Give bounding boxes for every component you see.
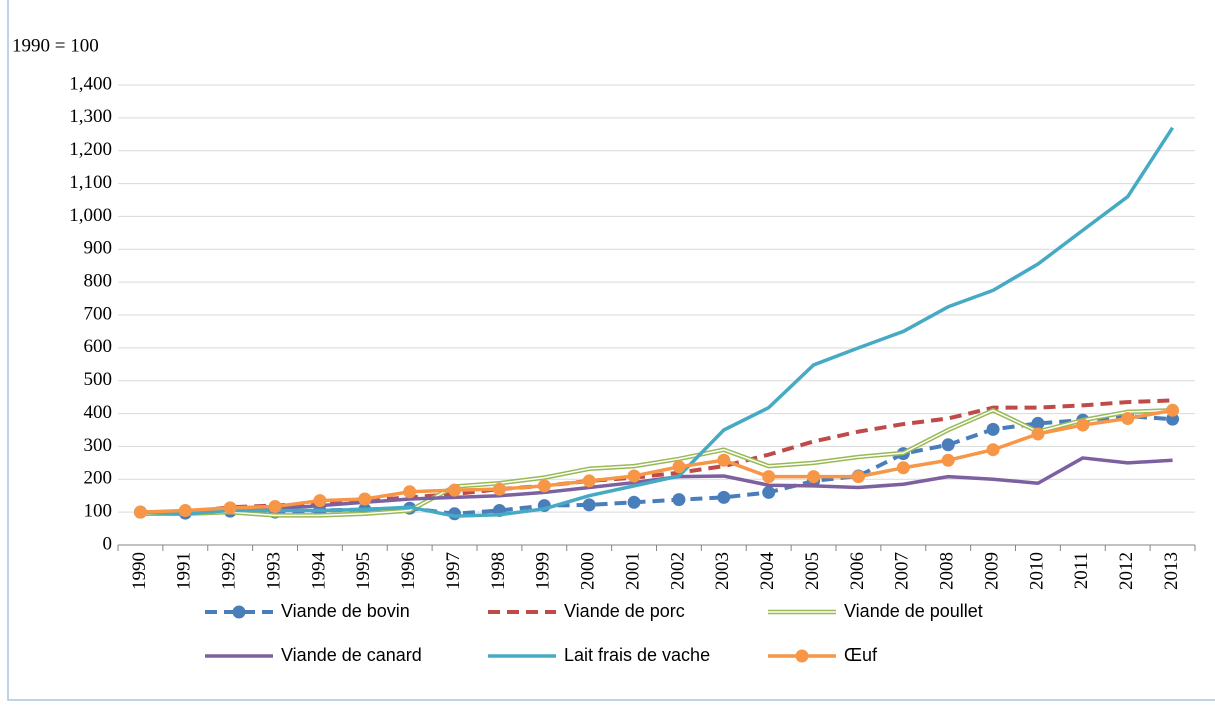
series-marker — [1031, 416, 1045, 430]
y-tick-label: 1,400 — [69, 73, 112, 94]
series-marker — [492, 482, 506, 496]
series-marker — [1076, 418, 1090, 432]
series-marker — [672, 460, 686, 474]
series-marker — [358, 492, 372, 506]
series-marker — [986, 443, 1000, 457]
series-marker — [582, 474, 596, 488]
x-tick-label: 1995 — [353, 552, 374, 590]
y-tick-label: 1,000 — [69, 205, 112, 226]
series-marker — [537, 479, 551, 493]
x-tick-label: 1996 — [398, 552, 419, 590]
x-tick-label: 2000 — [578, 552, 599, 590]
series-marker — [1166, 403, 1180, 417]
x-tick-label: 2008 — [937, 552, 958, 590]
x-tick-label: 2009 — [981, 552, 1002, 590]
series-line — [140, 414, 1173, 516]
y-tick-label: 600 — [84, 336, 113, 357]
x-tick-label: 2010 — [1026, 552, 1047, 590]
legend-label: Viande de porc — [564, 601, 685, 621]
x-tick-label: 2005 — [802, 552, 823, 590]
series-marker — [717, 490, 731, 504]
series-marker — [762, 470, 776, 484]
y-tick-label: 900 — [84, 238, 113, 259]
x-tick-label: 2011 — [1071, 552, 1092, 589]
y-tick-label: 1,200 — [69, 139, 112, 160]
series-line-inner — [140, 409, 1173, 517]
y-tick-label: 800 — [84, 271, 113, 292]
series-marker — [807, 470, 821, 484]
x-tick-label: 2013 — [1161, 552, 1182, 590]
x-tick-label: 2001 — [622, 552, 643, 590]
y-axis-label: 1990 = 100 — [12, 35, 99, 56]
x-tick-label: 2007 — [892, 552, 913, 590]
series-marker — [403, 485, 417, 499]
y-tick-label: 700 — [84, 303, 113, 324]
y-tick-label: 1,100 — [69, 172, 112, 193]
y-tick-label: 200 — [84, 468, 113, 489]
series-marker — [941, 438, 955, 452]
x-tick-label: 1990 — [129, 552, 150, 590]
series-marker — [582, 498, 596, 512]
y-tick-label: 300 — [84, 435, 113, 456]
series-marker — [268, 500, 282, 514]
x-tick-label: 2002 — [667, 552, 688, 590]
legend-label: Viande de bovin — [281, 601, 410, 621]
legend-label: Viande de poullet — [844, 601, 983, 621]
series-line — [140, 126, 1175, 518]
x-tick-label: 1997 — [443, 552, 464, 590]
series-marker — [986, 422, 1000, 436]
legend-marker — [232, 605, 246, 619]
series-line — [140, 398, 1173, 515]
series-marker — [223, 501, 237, 515]
series-marker — [851, 470, 865, 484]
x-tick-label: 1993 — [263, 552, 284, 590]
series-marker — [896, 461, 910, 475]
legend-label: Viande de canard — [281, 645, 422, 665]
legend-marker — [795, 649, 809, 663]
series-marker — [717, 453, 731, 467]
series-marker — [1121, 412, 1135, 425]
series-line — [140, 408, 1173, 514]
y-tick-label: 1,300 — [69, 106, 112, 127]
series-marker — [313, 494, 327, 508]
x-tick-label: 2006 — [847, 552, 868, 590]
x-tick-label: 2012 — [1116, 552, 1137, 590]
series-marker — [133, 505, 147, 519]
legend-label: Œuf — [844, 645, 878, 665]
x-tick-label: 1994 — [308, 552, 329, 591]
series-marker — [627, 469, 641, 483]
series-marker — [627, 495, 641, 509]
x-tick-label: 2003 — [712, 552, 733, 590]
series-marker — [762, 485, 776, 499]
series-marker — [448, 483, 462, 497]
x-tick-label: 1999 — [533, 552, 554, 590]
series-marker — [178, 504, 192, 517]
y-tick-label: 400 — [84, 402, 113, 423]
x-tick-label: 2004 — [757, 552, 778, 591]
y-tick-label: 500 — [84, 369, 113, 390]
x-tick-label: 1992 — [219, 552, 240, 590]
y-tick-label: 100 — [84, 501, 113, 522]
x-tick-label: 1998 — [488, 552, 509, 590]
series-marker — [1031, 427, 1045, 441]
y-tick-label: 0 — [103, 533, 113, 554]
legend-label: Lait frais de vache — [564, 645, 710, 665]
chart-border — [7, 0, 1215, 701]
series-marker — [941, 453, 955, 467]
x-tick-label: 1991 — [174, 552, 195, 590]
series-marker — [672, 493, 686, 507]
